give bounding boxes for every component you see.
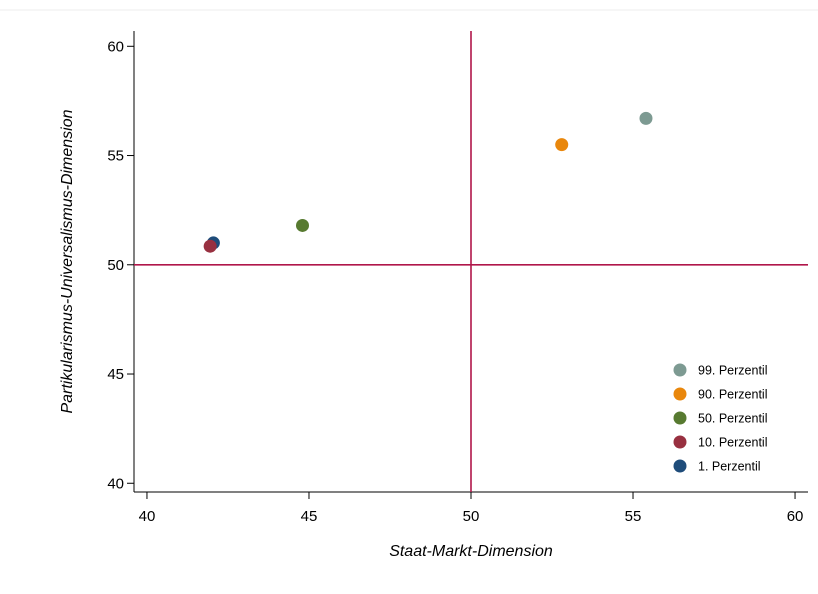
y-tick-label: 45 <box>107 366 124 383</box>
legend-label: 10. Perzentil <box>698 436 767 450</box>
legend-marker <box>673 363 687 377</box>
y-tick-label: 55 <box>107 148 124 165</box>
legend-label: 50. Perzentil <box>698 412 767 426</box>
x-tick-label: 40 <box>139 508 156 525</box>
x-axis-ticks: 40 45 50 55 60 <box>139 492 804 525</box>
data-points <box>203 111 653 253</box>
legend-marker <box>673 387 687 401</box>
y-tick-label: 40 <box>107 475 124 492</box>
x-tick-label: 45 <box>301 508 318 525</box>
data-point <box>639 111 653 125</box>
legend: 99. Perzentil 90. Perzentil 50. Perzentil 1… <box>673 363 767 474</box>
y-axis-ticks: 40 45 50 55 60 <box>107 38 134 492</box>
legend-marker <box>673 459 687 473</box>
legend-label: 90. Perzentil <box>698 388 767 402</box>
legend-marker <box>673 411 687 425</box>
x-tick-label: 60 <box>787 508 804 525</box>
x-axis-title: Staat-Markt-Dimension <box>389 543 553 560</box>
reference-lines <box>134 31 808 492</box>
plot-frame <box>0 9 818 493</box>
data-point <box>296 218 309 232</box>
y-axis-title: Partikularismus-Universalismus-Dimension <box>59 109 76 413</box>
data-point <box>203 239 217 253</box>
y-tick-label: 60 <box>107 38 124 55</box>
legend-marker <box>673 435 687 449</box>
x-tick-label: 50 <box>463 508 480 525</box>
legend-label: 99. Perzentil <box>698 364 767 378</box>
x-tick-label: 55 <box>625 508 642 525</box>
data-point <box>555 138 569 152</box>
legend-label: 1. Perzentil <box>698 460 761 474</box>
y-tick-label: 50 <box>107 257 124 274</box>
